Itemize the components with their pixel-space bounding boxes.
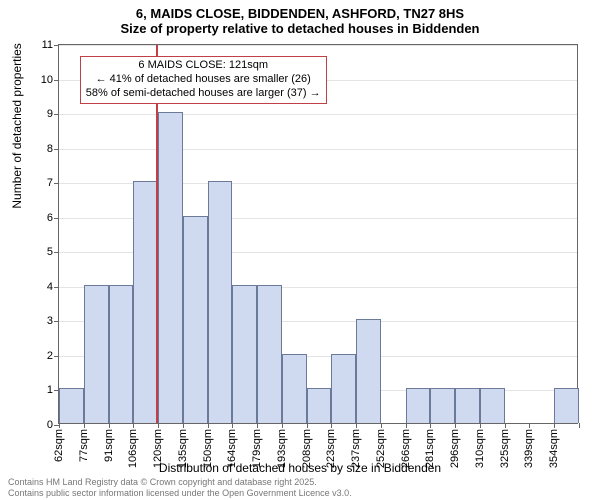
histogram-bar	[331, 354, 356, 423]
y-tick-label: 10	[41, 74, 53, 86]
y-tick-mark	[54, 149, 59, 150]
y-tick-mark	[54, 321, 59, 322]
x-tick-mark	[84, 423, 85, 428]
histogram-bar	[133, 181, 158, 423]
y-tick-mark	[54, 45, 59, 46]
x-tick-mark	[529, 423, 530, 428]
attribution-footer: Contains HM Land Registry data © Crown c…	[8, 477, 352, 498]
x-tick-mark	[257, 423, 258, 428]
title-line-1: 6, MAIDS CLOSE, BIDDENDEN, ASHFORD, TN27…	[0, 6, 600, 21]
x-tick-label: 77sqm	[78, 429, 90, 462]
x-tick-mark	[133, 423, 134, 428]
y-tick-mark	[54, 114, 59, 115]
annotation-box: 6 MAIDS CLOSE: 121sqm← 41% of detached h…	[80, 56, 327, 103]
y-tick-label: 3	[47, 315, 53, 327]
figure-container: 6, MAIDS CLOSE, BIDDENDEN, ASHFORD, TN27…	[0, 0, 600, 500]
y-tick-label: 8	[47, 143, 53, 155]
x-tick-mark	[208, 423, 209, 428]
y-tick-mark	[54, 218, 59, 219]
x-tick-mark	[554, 423, 555, 428]
x-tick-mark	[282, 423, 283, 428]
histogram-bar	[109, 285, 134, 423]
title-line-2: Size of property relative to detached ho…	[0, 21, 600, 36]
gridline	[59, 45, 577, 46]
x-tick-mark	[381, 423, 382, 428]
histogram-bar	[84, 285, 109, 423]
y-tick-label: 11	[42, 39, 53, 51]
x-tick-mark	[109, 423, 110, 428]
x-tick-mark	[579, 423, 580, 428]
y-axis-title: Number of detached properties	[10, 43, 24, 208]
x-tick-label: 91sqm	[103, 429, 115, 462]
annotation-line: ← 41% of detached houses are smaller (26…	[86, 73, 321, 87]
y-tick-mark	[54, 183, 59, 184]
x-tick-mark	[505, 423, 506, 428]
y-tick-label: 5	[47, 246, 53, 258]
histogram-bar	[183, 216, 208, 423]
histogram-bar	[232, 285, 257, 423]
x-tick-mark	[59, 423, 60, 428]
y-tick-mark	[54, 252, 59, 253]
x-tick-mark	[356, 423, 357, 428]
x-axis-title: Distribution of detached houses by size …	[0, 461, 600, 475]
x-tick-mark	[455, 423, 456, 428]
histogram-bar	[59, 388, 84, 423]
x-tick-label: 62sqm	[53, 429, 65, 462]
y-tick-label: 9	[47, 108, 53, 120]
annotation-line: 58% of semi-detached houses are larger (…	[86, 87, 321, 101]
y-tick-mark	[54, 356, 59, 357]
histogram-bar	[406, 388, 431, 423]
histogram-bar	[356, 319, 381, 423]
y-tick-label: 6	[47, 212, 53, 224]
x-tick-mark	[480, 423, 481, 428]
gridline	[59, 149, 577, 150]
footer-line-1: Contains HM Land Registry data © Crown c…	[8, 477, 352, 487]
histogram-bar	[430, 388, 455, 423]
x-tick-mark	[331, 423, 332, 428]
histogram-bar	[554, 388, 579, 423]
histogram-bar	[307, 388, 332, 423]
y-tick-label: 2	[47, 350, 53, 362]
y-tick-label: 7	[47, 177, 53, 189]
y-tick-label: 1	[47, 384, 53, 396]
footer-line-2: Contains public sector information licen…	[8, 488, 352, 498]
x-tick-mark	[307, 423, 308, 428]
gridline	[59, 114, 577, 115]
x-tick-mark	[430, 423, 431, 428]
x-tick-mark	[406, 423, 407, 428]
y-tick-mark	[54, 287, 59, 288]
histogram-bar	[208, 181, 233, 423]
histogram-bar	[455, 388, 480, 423]
y-tick-mark	[54, 80, 59, 81]
x-tick-mark	[158, 423, 159, 428]
chart-plot-area: 0123456789101162sqm77sqm91sqm106sqm120sq…	[58, 44, 578, 424]
title-block: 6, MAIDS CLOSE, BIDDENDEN, ASHFORD, TN27…	[0, 0, 600, 36]
histogram-bar	[282, 354, 307, 423]
x-tick-mark	[183, 423, 184, 428]
histogram-bar	[480, 388, 505, 423]
histogram-bar	[257, 285, 282, 423]
y-tick-label: 4	[47, 281, 53, 293]
annotation-line: 6 MAIDS CLOSE: 121sqm	[86, 59, 321, 73]
x-tick-mark	[232, 423, 233, 428]
histogram-bar	[158, 112, 183, 423]
